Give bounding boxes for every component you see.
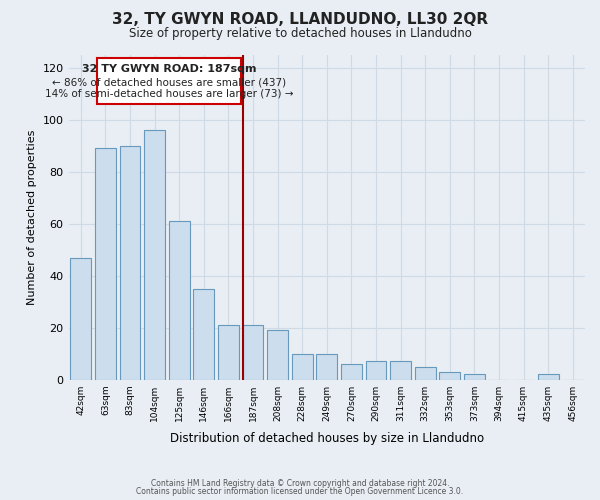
Bar	[415, 366, 436, 380]
Bar	[292, 354, 313, 380]
Bar	[119, 146, 140, 380]
Bar	[242, 325, 263, 380]
Text: Contains HM Land Registry data © Crown copyright and database right 2024.: Contains HM Land Registry data © Crown c…	[151, 478, 449, 488]
X-axis label: Distribution of detached houses by size in Llandudno: Distribution of detached houses by size …	[170, 432, 484, 445]
Bar	[267, 330, 288, 380]
Bar	[341, 364, 362, 380]
Y-axis label: Number of detached properties: Number of detached properties	[27, 130, 37, 305]
Bar	[316, 354, 337, 380]
Bar	[218, 325, 239, 380]
Bar	[144, 130, 165, 380]
Text: Contains public sector information licensed under the Open Government Licence 3.: Contains public sector information licen…	[136, 487, 464, 496]
Text: 32 TY GWYN ROAD: 187sqm: 32 TY GWYN ROAD: 187sqm	[82, 64, 256, 74]
Bar	[70, 258, 91, 380]
Bar	[538, 374, 559, 380]
Bar	[193, 289, 214, 380]
Text: Size of property relative to detached houses in Llandudno: Size of property relative to detached ho…	[128, 28, 472, 40]
Bar	[365, 362, 386, 380]
Bar	[95, 148, 116, 380]
Text: 14% of semi-detached houses are larger (73) →: 14% of semi-detached houses are larger (…	[44, 89, 293, 99]
Text: 32, TY GWYN ROAD, LLANDUDNO, LL30 2QR: 32, TY GWYN ROAD, LLANDUDNO, LL30 2QR	[112, 12, 488, 28]
Bar	[439, 372, 460, 380]
FancyBboxPatch shape	[97, 58, 241, 104]
Bar	[464, 374, 485, 380]
Bar	[169, 221, 190, 380]
Text: ← 86% of detached houses are smaller (437): ← 86% of detached houses are smaller (43…	[52, 77, 286, 87]
Bar	[390, 362, 411, 380]
